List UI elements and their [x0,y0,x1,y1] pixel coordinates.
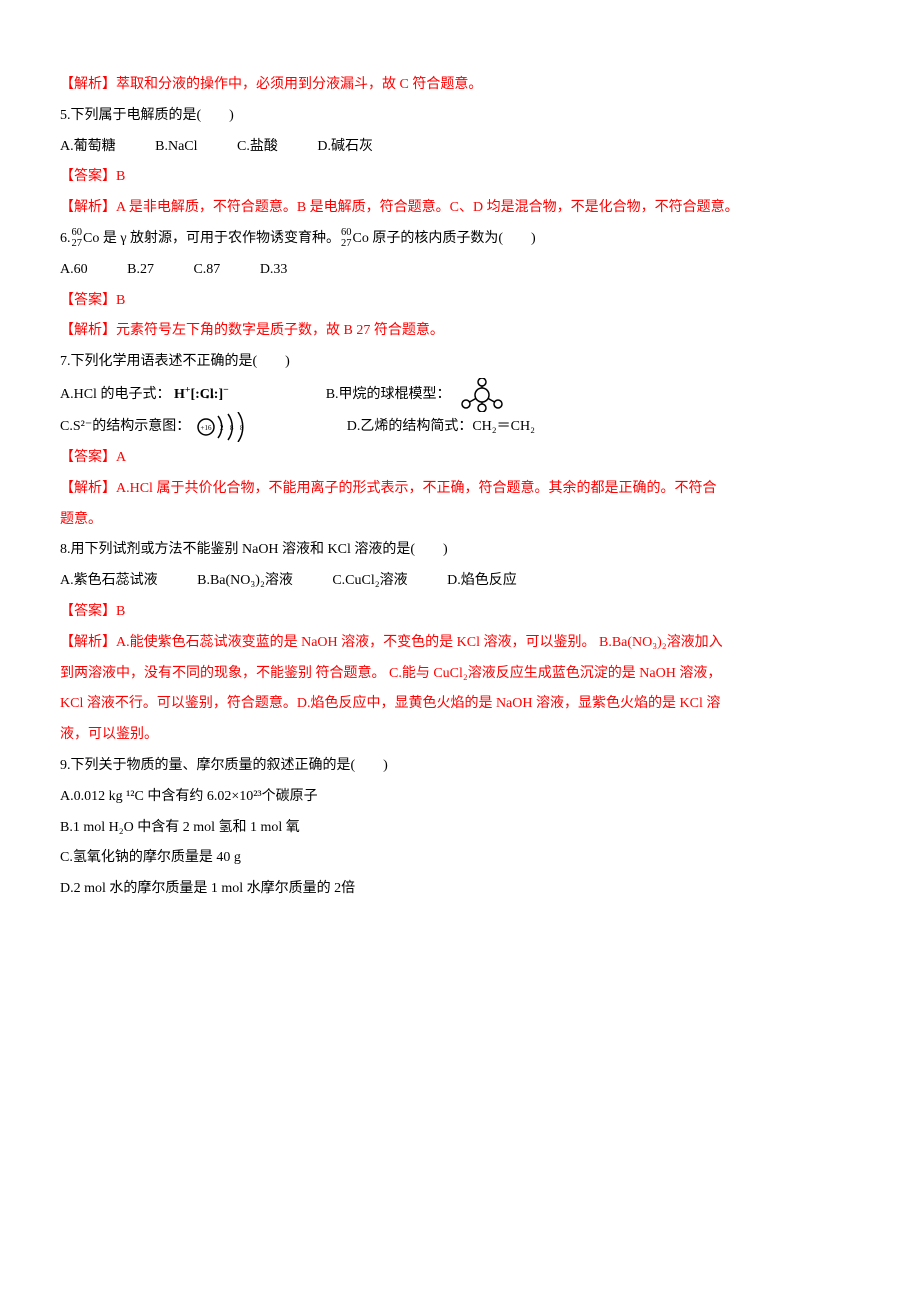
q8-analysis-4: 液，可以鉴别。 [60,720,860,751]
nuclide-symbol-1: 6027 [72,228,83,249]
q7-analysis-1: 【解析】A.HCl 属于共价化合物，不能用离子的形式表示，不正确，符合题意。其余… [60,474,860,505]
q9-opt-a: A.0.012 kg ¹²C 中含有约 6.02×10²³个碳原子 [60,782,860,813]
q8-opt-b: B.Ba(NO₃)₂溶液 [197,566,293,597]
q9-opt-b: B.1 mol H₂O 中含有 2 mol 氢和 1 mol 氧 [60,813,860,844]
atom-structure-icon: +16 2 8 8 [194,412,250,442]
q5-options: A.葡萄糖 B.NaCl C.盐酸 D.碱石灰 [60,132,860,163]
q7-opt-c-pre: C.S²⁻的结构示意图： [60,419,190,434]
q6-stem: 6.6027Co 是 γ 放射源，可用于农作物诱变育种。6027Co 原子的核内… [60,224,860,255]
q7-answer: 【答案】A [60,443,860,474]
q5-opt-b: B.NaCl [155,132,197,163]
q5-answer: 【答案】B [60,162,860,193]
q5-opt-d: D.碱石灰 [317,132,373,163]
q5-stem: 5.下列属于电解质的是( ) [60,101,860,132]
q8-opt-a: A.紫色石蕊试液 [60,566,158,597]
methane-model-icon [454,378,510,412]
q7-row2: C.S²⁻的结构示意图： +16 2 8 8 D.乙烯的结构简式：CH₂＝CH₂ [60,412,860,443]
svg-text:2: 2 [220,424,224,432]
q9-opt-c: C.氢氧化钠的摩尔质量是 40 g [60,843,860,874]
q5-opt-a: A.葡萄糖 [60,132,116,163]
q6-opt-c: C.87 [193,255,220,286]
q7-opt-b-pre: B.甲烷的球棍模型： [326,387,451,402]
q7-analysis-2: 题意。 [60,505,860,536]
q7-row1: A.HCl 的电子式： H+[:Cl:‥‥]− B.甲烷的球棍模型： [60,378,860,412]
q7-opt-d: D.乙烯的结构简式：CH₂＝CH₂ [347,419,535,434]
q8-options: A.紫色石蕊试液 B.Ba(NO₃)₂溶液 C.CuCl₂溶液 D.焰色反应 [60,566,860,597]
q8-analysis-1: 【解析】A.能使紫色石蕊试液变蓝的是 NaOH 溶液，不变色的是 KCl 溶液，… [60,628,860,659]
q6-stem-mid1: Co 是 γ 放射源，可用于农作物诱变育种。 [83,231,340,246]
q6-answer: 【答案】B [60,286,860,317]
q6-stem-mid2: Co 原子的核内质子数为( ) [353,231,536,246]
q9-opt-d: D.2 mol 水的摩尔质量是 1 mol 水摩尔质量的 2倍 [60,874,860,905]
q6-analysis: 【解析】元素符号左下角的数字是质子数，故 B 27 符合题意。 [60,316,860,347]
svg-text:8: 8 [230,424,234,432]
q9-stem: 9.下列关于物质的量、摩尔质量的叙述正确的是( ) [60,751,860,782]
q8-opt-c: C.CuCl₂溶液 [332,566,407,597]
q7-stem: 7.下列化学用语表述不正确的是( ) [60,347,860,378]
q8-stem: 8.用下列试剂或方法不能鉴别 NaOH 溶液和 KCl 溶液的是( ) [60,535,860,566]
q8-analysis-3: KCl 溶液不行。可以鉴别，符合题意。D.焰色反应中，显黄色火焰的是 NaOH … [60,689,860,720]
q6-opt-b: B.27 [127,255,154,286]
q7-opt-a-pre: A.HCl 的电子式： [60,387,170,402]
q6-stem-pre: 6. [60,231,71,246]
q5-opt-c: C.盐酸 [237,132,278,163]
q6-opt-d: D.33 [260,255,288,286]
q4-analysis: 【解析】萃取和分液的操作中，必须用到分液漏斗，故 C 符合题意。 [60,70,860,101]
q7-opt-a-formula: H+[:Cl:‥‥]− [174,387,229,402]
q6-options: A.60 B.27 C.87 D.33 [60,255,860,286]
q8-analysis-2: 到两溶液中，没有不同的现象，不能鉴别 符合题意。 C.能与 CuCl₂溶液反应生… [60,659,860,690]
svg-text:+16: +16 [200,424,211,432]
nuclide-symbol-2: 6027 [341,228,352,249]
q8-opt-d: D.焰色反应 [447,566,517,597]
q6-opt-a: A.60 [60,255,88,286]
q8-answer: 【答案】B [60,597,860,628]
q5-analysis: 【解析】A 是非电解质，不符合题意。B 是电解质，符合题意。C、D 均是混合物，… [60,193,860,224]
svg-text:8: 8 [240,424,244,432]
